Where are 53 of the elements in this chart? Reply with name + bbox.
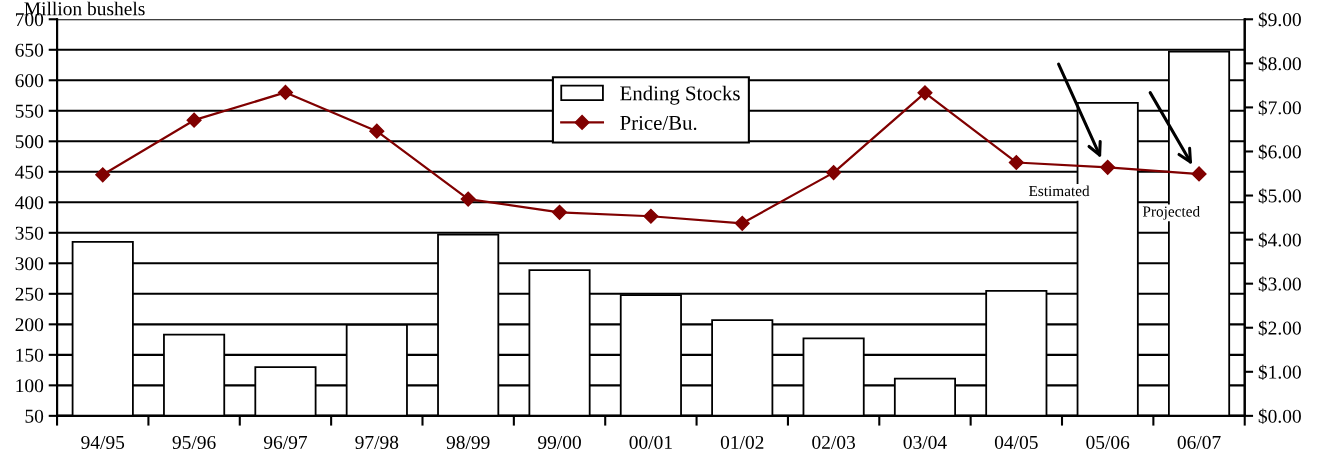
point: [917, 85, 933, 101]
y2-tick-label: $9.00: [1258, 11, 1301, 28]
point: [277, 84, 294, 100]
y2-tick-label: $7.00: [1258, 100, 1301, 116]
annotation: Estimated: [1028, 185, 1090, 197]
point: [551, 204, 568, 220]
legend-label: Price/Bu.: [620, 115, 697, 130]
point: [1100, 159, 1116, 175]
y-tick-label: 450: [15, 165, 44, 179]
point: [369, 123, 385, 139]
y-tick-label: 100: [16, 379, 44, 393]
x-tick-label: 03/04: [903, 435, 947, 449]
annotation: Projected: [1142, 205, 1200, 220]
point: [643, 208, 659, 224]
y2-tick-label: $2.00: [1258, 320, 1301, 336]
x-tick-label: 96/97: [263, 435, 308, 449]
y-tick-label: 300: [15, 257, 44, 271]
x-tick-label: 98/99: [446, 435, 490, 449]
y2-tick-label: $8.00: [1258, 56, 1301, 72]
y-tick-label: 500: [15, 135, 44, 149]
point: [1191, 166, 1207, 182]
y-tick-label: 200: [15, 318, 44, 332]
legend-label: Ending Stocks: [620, 85, 740, 105]
y-tick-label: 250: [15, 287, 44, 301]
x-tick-label: 94/95: [81, 435, 125, 449]
y-tick-label: 50: [25, 409, 44, 423]
x-tick-label: 06/07: [1177, 435, 1221, 449]
y-tick-label: 350: [15, 226, 44, 240]
point: [95, 167, 111, 183]
y2-tick-label: $5.00: [1258, 188, 1301, 204]
y2-tick-label: $6.00: [1258, 144, 1301, 160]
y2-tick-label: $4.00: [1258, 232, 1301, 248]
point: [1008, 154, 1024, 171]
y-tick-label: 400: [15, 196, 44, 210]
x-tick-label: 95/96: [172, 435, 216, 449]
x-tick-label: 99/00: [538, 435, 581, 449]
y2-tick-label: $1.00: [1258, 364, 1301, 381]
y-tick-label: 150: [16, 348, 44, 362]
x-tick-label: 05/06: [1086, 435, 1130, 449]
point: [826, 165, 842, 181]
point: [734, 215, 750, 231]
y2-tick-label: $0.00: [1258, 408, 1301, 425]
y-tick-label: 550: [15, 104, 44, 118]
point: [186, 112, 202, 128]
y2-tick-label: $3.00: [1258, 276, 1301, 292]
y-tick-label: 600: [15, 74, 44, 88]
x-tick-label: 04/05: [994, 435, 1038, 449]
x-tick-label: 02/03: [812, 435, 855, 449]
x-tick-label: 01/02: [720, 435, 764, 449]
x-tick-label: 97/98: [355, 435, 399, 449]
y-tick-label: 650: [15, 43, 44, 57]
point: [460, 191, 476, 207]
x-tick-label: 00/01: [629, 435, 672, 449]
